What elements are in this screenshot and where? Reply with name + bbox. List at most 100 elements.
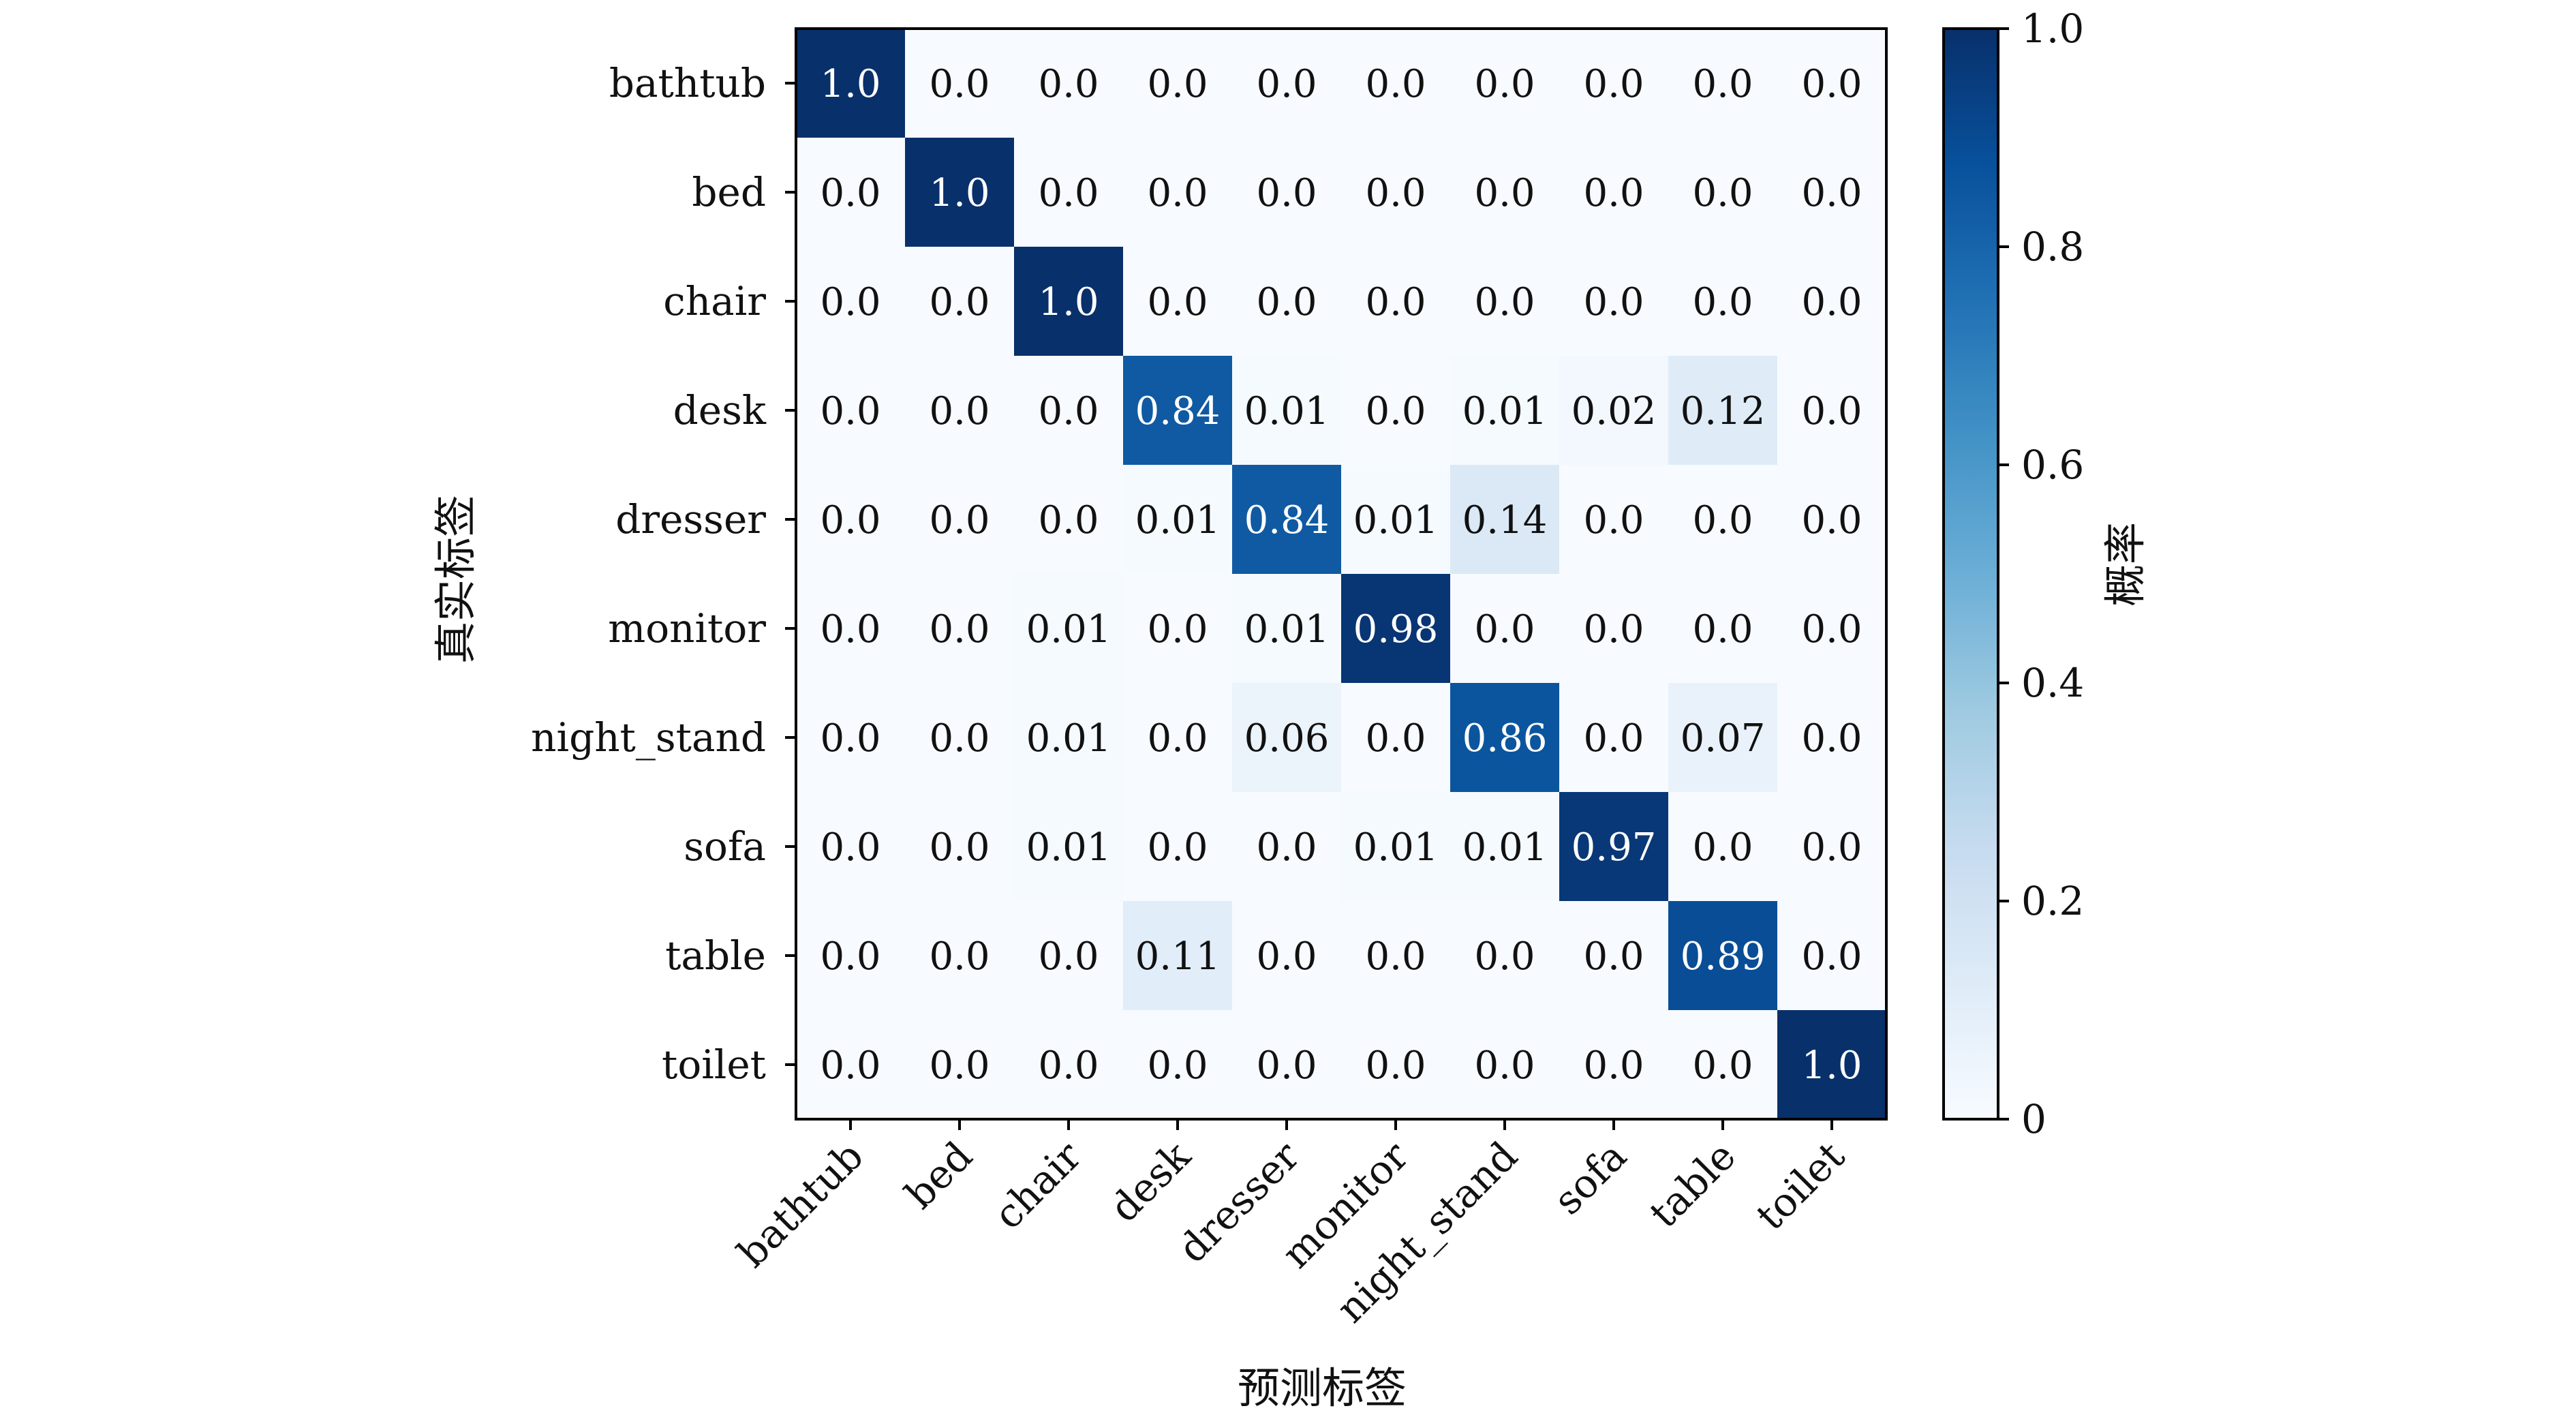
heatmap-cell bbox=[1341, 138, 1451, 247]
heatmap-cell-value: 0.01 bbox=[1026, 825, 1111, 870]
plot-frame bbox=[795, 27, 1888, 1121]
heatmap-cell bbox=[1014, 901, 1124, 1011]
heatmap-cell bbox=[905, 138, 1015, 247]
heatmap-cell bbox=[1123, 247, 1233, 356]
heatmap-cell-value: 0.0 bbox=[1583, 498, 1644, 543]
heatmap-cell bbox=[1777, 465, 1887, 575]
heatmap-cell bbox=[1014, 574, 1124, 684]
heatmap-cell bbox=[1450, 574, 1560, 684]
heatmap-cell-value: 0.98 bbox=[1353, 607, 1439, 652]
y-axis-tick-label: sofa bbox=[684, 823, 766, 870]
heatmap-cell bbox=[1668, 465, 1778, 575]
heatmap-cell-value: 0.0 bbox=[1147, 825, 1208, 870]
heatmap-cell bbox=[1341, 792, 1451, 902]
heatmap-cell-value: 0.0 bbox=[929, 1043, 990, 1088]
heatmap-cell bbox=[1668, 247, 1778, 356]
heatmap-cell bbox=[1777, 1010, 1887, 1120]
heatmap-cell bbox=[1123, 683, 1233, 793]
heatmap-cell bbox=[1668, 1010, 1778, 1120]
heatmap-cell-value: 0.01 bbox=[1244, 389, 1330, 433]
colorbar-tick-label: 0.6 bbox=[2021, 442, 2084, 488]
y-axis-tick-label: monitor bbox=[608, 605, 766, 652]
heatmap-cell bbox=[1559, 29, 1669, 138]
heatmap-cell bbox=[796, 29, 906, 138]
heatmap-cell bbox=[1777, 356, 1887, 466]
heatmap-cell-value: 0.0 bbox=[1474, 607, 1535, 652]
heatmap-cell-value: 0.0 bbox=[1801, 498, 1862, 543]
heatmap-cell-value: 0.0 bbox=[820, 280, 880, 324]
heatmap-cell-values: 1.0 0.0 0.0 0.0 0.0 0.0 0.0 0.0 0.0 0.0 0.0 1.0 0.0 0… bbox=[820, 62, 1862, 1088]
heatmap-cell bbox=[1450, 1010, 1560, 1120]
colorbar-tick-label: 0.2 bbox=[2021, 878, 2084, 924]
colorbar-tick-label: 0.4 bbox=[2021, 660, 2084, 706]
heatmap-cell bbox=[1123, 465, 1233, 575]
heatmap-cell bbox=[1014, 138, 1124, 247]
heatmap-cell bbox=[1341, 683, 1451, 793]
heatmap-cell bbox=[1777, 247, 1887, 356]
heatmap-cell bbox=[1232, 574, 1342, 684]
heatmap-cell-value: 0.0 bbox=[1256, 280, 1317, 324]
heatmap-cell-value: 0.0 bbox=[1474, 62, 1535, 106]
heatmap-cell-value: 0.01 bbox=[1353, 825, 1439, 870]
heatmap-cell-value: 0.0 bbox=[1038, 389, 1099, 433]
y-axis-tick-label: bathtub bbox=[609, 60, 766, 106]
heatmap-cell bbox=[796, 683, 906, 793]
heatmap-cell-value: 0.0 bbox=[1256, 171, 1317, 215]
heatmap-cell-value: 0.06 bbox=[1244, 716, 1330, 761]
heatmap-cell-value: 1.0 bbox=[1038, 280, 1099, 324]
heatmap-cell-value: 0.0 bbox=[1801, 716, 1862, 761]
heatmap-cell-value: 0.0 bbox=[1583, 62, 1644, 106]
heatmap-cell bbox=[1559, 247, 1669, 356]
heatmap-cell bbox=[1341, 465, 1451, 575]
heatmap-cell bbox=[1341, 356, 1451, 466]
heatmap-cell-value: 0.0 bbox=[1365, 62, 1426, 106]
heatmap-cell-value: 0.0 bbox=[929, 607, 990, 652]
heatmap-cell-value: 0.0 bbox=[820, 171, 880, 215]
x-axis-tick-label: toilet bbox=[1747, 1133, 1854, 1239]
colorbar-tick-label: 0 bbox=[2021, 1096, 2046, 1142]
heatmap-cell-value: 0.0 bbox=[1474, 934, 1535, 979]
heatmap-cell bbox=[1014, 29, 1124, 138]
colorbar bbox=[1942, 27, 1999, 1121]
heatmap-cell-value: 0.0 bbox=[1801, 62, 1862, 106]
colorbar-ticks: 0 0.2 0.4 0.6 0.8 1.0 bbox=[1998, 5, 2084, 1142]
colorbar-tick-label: 1.0 bbox=[2021, 5, 2084, 52]
heatmap-cell bbox=[1014, 465, 1124, 575]
x-axis-tick-label: sofa bbox=[1544, 1133, 1635, 1223]
heatmap-cell bbox=[1014, 1010, 1124, 1120]
x-axis-title: 预测标签 bbox=[1238, 1363, 1407, 1413]
x-axis-tick-label: table bbox=[1640, 1133, 1745, 1237]
heatmap-cell bbox=[1123, 356, 1233, 466]
heatmap-cell bbox=[1450, 792, 1560, 902]
heatmap-cell-value: 0.0 bbox=[929, 716, 990, 761]
heatmap-cell-value: 0.02 bbox=[1571, 389, 1657, 433]
heatmap-cell bbox=[1777, 901, 1887, 1011]
heatmap-cell-value: 0.0 bbox=[1038, 62, 1099, 106]
heatmap-cell-value: 0.12 bbox=[1681, 389, 1766, 433]
heatmap-cell bbox=[1123, 574, 1233, 684]
heatmap-cell bbox=[1559, 683, 1669, 793]
heatmap-cell bbox=[1777, 138, 1887, 247]
heatmap-cell-value: 0.0 bbox=[1365, 171, 1426, 215]
axis-ticks bbox=[785, 82, 1833, 1130]
heatmap-cell-value: 0.0 bbox=[929, 389, 990, 433]
x-axis-tick-label: bed bbox=[896, 1133, 981, 1218]
heatmap-cell-value: 0.01 bbox=[1026, 716, 1111, 761]
heatmap-cell-value: 0.0 bbox=[1038, 171, 1099, 215]
heatmap-cell-value: 0.0 bbox=[1038, 1043, 1099, 1088]
heatmap-cell-value: 1.0 bbox=[1801, 1043, 1862, 1088]
heatmap-cell-value: 0.0 bbox=[1256, 62, 1317, 106]
heatmap-cell bbox=[1450, 29, 1560, 138]
heatmap-cell bbox=[1559, 574, 1669, 684]
heatmap-cell bbox=[1559, 1010, 1669, 1120]
heatmap-cell-value: 0.0 bbox=[929, 280, 990, 324]
heatmap-cell-value: 0.0 bbox=[1692, 62, 1753, 106]
heatmap-cell-value: 0.0 bbox=[929, 62, 990, 106]
heatmap-cell-value: 0.01 bbox=[1462, 389, 1548, 433]
heatmap-cell-value: 0.0 bbox=[1801, 389, 1862, 433]
heatmap-cell-value: 0.0 bbox=[1692, 1043, 1753, 1088]
heatmap-cell bbox=[1123, 901, 1233, 1011]
heatmap-cell bbox=[1341, 1010, 1451, 1120]
heatmap-cell bbox=[1123, 138, 1233, 247]
heatmap-cell bbox=[1341, 247, 1451, 356]
